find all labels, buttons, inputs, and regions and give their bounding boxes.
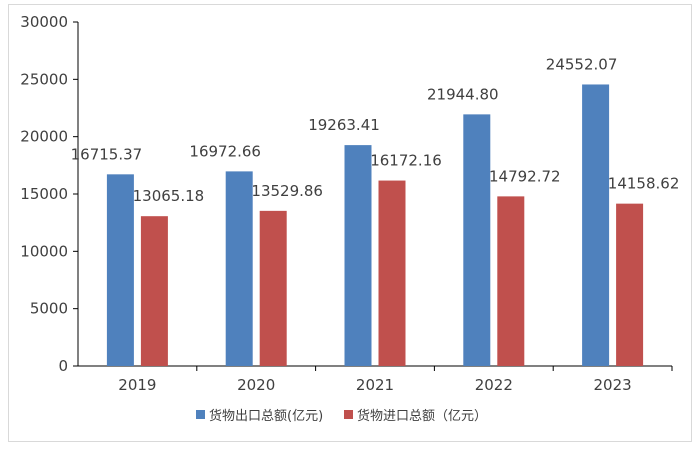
data-label: 16715.37	[71, 145, 143, 163]
x-tick-label: 2020	[237, 376, 275, 394]
bar-export	[344, 145, 372, 366]
y-tick-label: 5000	[30, 300, 68, 318]
y-tick-label: 0	[58, 357, 68, 375]
legend-label: 货物出口总额(亿元)	[209, 408, 323, 424]
y-tick-label: 25000	[20, 70, 68, 88]
legend-swatch	[344, 410, 353, 419]
bar-import	[616, 203, 644, 366]
x-tick-label: 2022	[475, 376, 513, 394]
bar-export	[582, 84, 610, 366]
bar-import	[497, 196, 525, 366]
data-label: 14792.72	[489, 167, 561, 185]
bar-export	[106, 174, 134, 366]
legend-label: 货物进口总额（亿元）	[357, 408, 487, 424]
data-label: 19263.41	[308, 116, 380, 134]
x-tick-label: 2023	[594, 376, 632, 394]
data-label: 24552.07	[546, 55, 618, 73]
data-label: 21944.80	[427, 85, 499, 103]
x-tick-label: 2019	[118, 376, 156, 394]
data-label: 14158.62	[608, 175, 680, 193]
bar-import	[259, 210, 287, 366]
bar-export	[463, 114, 491, 366]
x-tick-label: 2021	[356, 376, 394, 394]
y-tick-label: 15000	[20, 185, 68, 203]
y-tick-label: 20000	[20, 128, 68, 146]
bar-import	[378, 180, 406, 366]
bar-export	[225, 171, 253, 366]
data-label: 13065.18	[133, 187, 205, 205]
y-tick-label: 30000	[20, 13, 68, 31]
y-tick-label: 10000	[20, 242, 68, 260]
data-label: 13529.86	[251, 182, 323, 200]
legend-swatch	[196, 410, 205, 419]
data-label: 16972.66	[189, 142, 261, 160]
data-label: 16172.16	[370, 152, 442, 170]
bar-import	[140, 216, 168, 366]
